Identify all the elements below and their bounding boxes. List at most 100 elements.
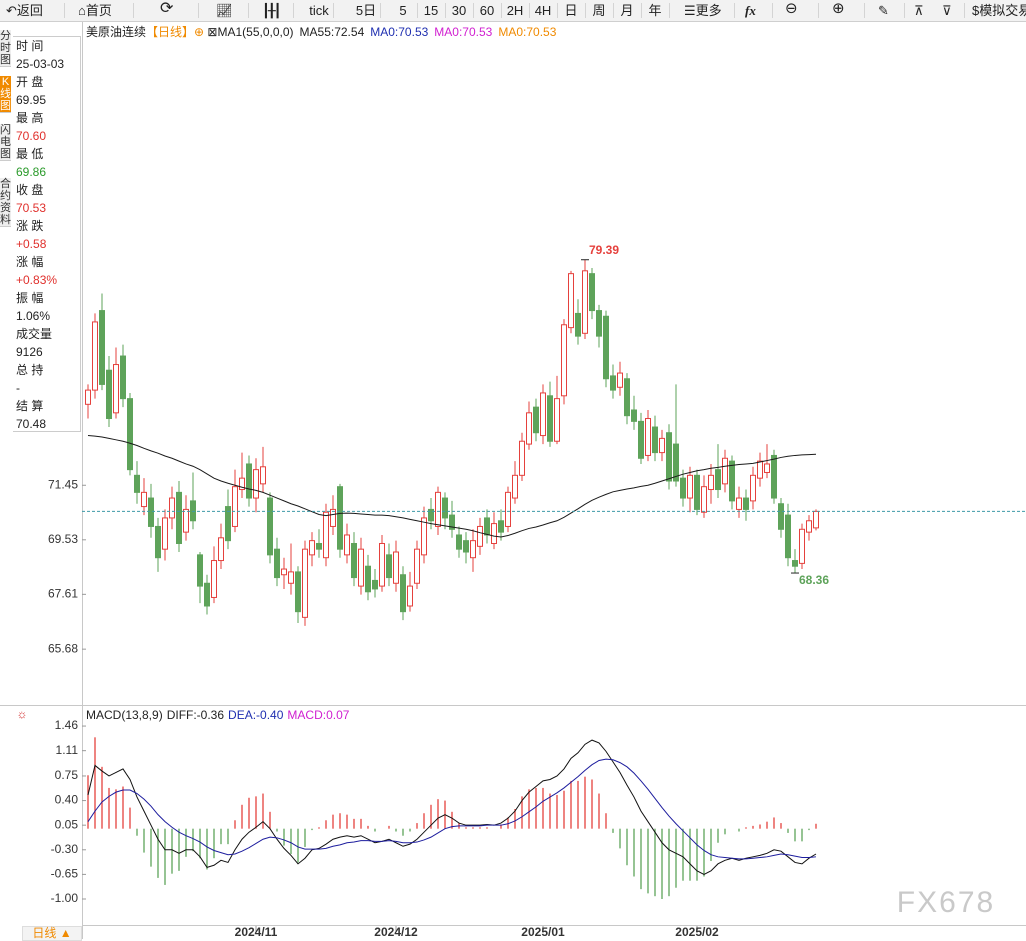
separator [473,3,474,18]
candle-body [183,508,189,533]
formula-button[interactable]: fx [745,3,756,18]
candle-body [134,474,140,493]
candle-body [197,554,203,587]
side-tab[interactable]: K线图 [0,76,11,113]
candle-body [666,432,672,482]
candle-body [92,321,98,391]
info-value: 69.86 [16,165,47,179]
side-tab[interactable]: 合约资料 [0,178,11,227]
separator [557,3,558,18]
candle-body [498,520,504,533]
candle-body [512,474,518,499]
separator [380,3,381,18]
candle-body [316,542,322,550]
legend-item: MACD(13,8,9) [86,708,163,722]
side-tab[interactable]: 分时图 [0,30,11,67]
ma55-line [87,435,817,538]
candle-body [624,378,630,417]
down-tri-button[interactable]: ⊽ [942,3,952,18]
y-tick-label: -0.65 [51,867,79,881]
candle-body [554,398,560,442]
separator [864,3,865,18]
separator [293,3,294,18]
period-button[interactable]: 15 [423,3,439,18]
candle-body [407,585,413,607]
candle-button[interactable]: ┃╂┃ [262,3,282,18]
candle-body [540,392,546,437]
zoom-in-button[interactable]: ⊕ [832,0,845,17]
candle-body [617,372,623,388]
candle-body [596,310,602,337]
trade-button[interactable]: $模拟交易 [972,3,1026,18]
info-label: 结 算 [16,399,44,413]
home-label[interactable]: 首页 [85,3,112,18]
macd-legend: MACD(13,8,9) DIFF:-0.36 DEA:-0.40 MACD:0.07 [86,708,350,722]
candle-body [428,508,434,522]
period-button[interactable]: 月 [620,3,634,18]
candle-body [267,497,273,556]
trade-label[interactable]: 模拟交易 [979,3,1026,18]
candle-body [358,548,364,587]
more-label[interactable]: 更多 [695,3,722,18]
period-button[interactable]: 年 [648,3,662,18]
candle-body [505,491,511,527]
period-button[interactable]: 4H [534,3,552,18]
separator [64,3,65,18]
period-button[interactable]: 30 [451,3,467,18]
side-tab[interactable]: 闪电图 [0,124,11,161]
separator [964,3,965,18]
period-button[interactable]: 周 [592,3,606,18]
candle-body [148,497,154,527]
header-item: MA55:72.54 [300,25,365,39]
period-button[interactable]: 5日 [355,3,377,18]
info-label: 收 盘 [16,183,44,197]
home-button[interactable]: ⌂首页 [78,3,112,18]
candle-body [260,466,266,485]
candle-body [379,542,385,587]
candle-body [603,315,609,380]
y-tick-label: -1.00 [51,891,79,905]
candle-body [694,474,700,510]
x-tick-label: 2024/12 [374,925,418,939]
separator [529,3,530,18]
candle-body [120,355,126,400]
candle-body [589,273,595,312]
candle-body [302,548,308,618]
candle-body [526,412,532,445]
candle-body [218,537,224,562]
info-value: 70.53 [16,201,47,215]
candle-body [239,477,245,491]
candle-body [533,406,539,434]
candle-body [141,491,147,508]
info-value: 70.60 [16,129,47,143]
separator [613,3,614,18]
up-tri-button[interactable]: ⊼ [914,3,924,18]
candle-body [799,528,805,564]
zoom-out-button[interactable]: ⊖ [785,0,798,17]
back-button[interactable]: ↶返回 [6,3,43,18]
period-button[interactable]: 60 [479,3,495,18]
period-button[interactable]: 2H [506,3,524,18]
header-item: MA0:70.53 [370,25,428,39]
draw-button[interactable]: ✎ [878,3,889,18]
back-label[interactable]: 返回 [16,3,43,18]
line-chart-button[interactable]: 📈︎ [216,3,233,18]
header-item: MA0:70.53 [434,25,492,39]
candle-body [190,500,196,522]
info-label: 最 低 [16,147,44,161]
candle-body [204,582,210,607]
period-button[interactable]: tick [309,3,329,18]
refresh-button[interactable]: ⟳ [160,0,174,17]
info-value: - [16,381,20,395]
separator [248,3,249,18]
toolbar: ↶返回 ⌂首页 ⟳ 📈︎ ┃╂┃ tick 5日 5 15 30 60 2H 4H 日周月年 ☰… [0,0,1026,22]
period-button[interactable]: 日 [564,3,578,18]
y-tick-label: 0.05 [55,817,79,831]
candle-body [323,511,329,559]
candle-body [211,560,217,598]
candle-body [519,440,525,476]
period-button[interactable]: 5 [399,3,407,18]
min-label: 68.36 [799,573,829,587]
dea-line [87,758,817,860]
more-button[interactable]: ☰更多 [684,3,722,18]
